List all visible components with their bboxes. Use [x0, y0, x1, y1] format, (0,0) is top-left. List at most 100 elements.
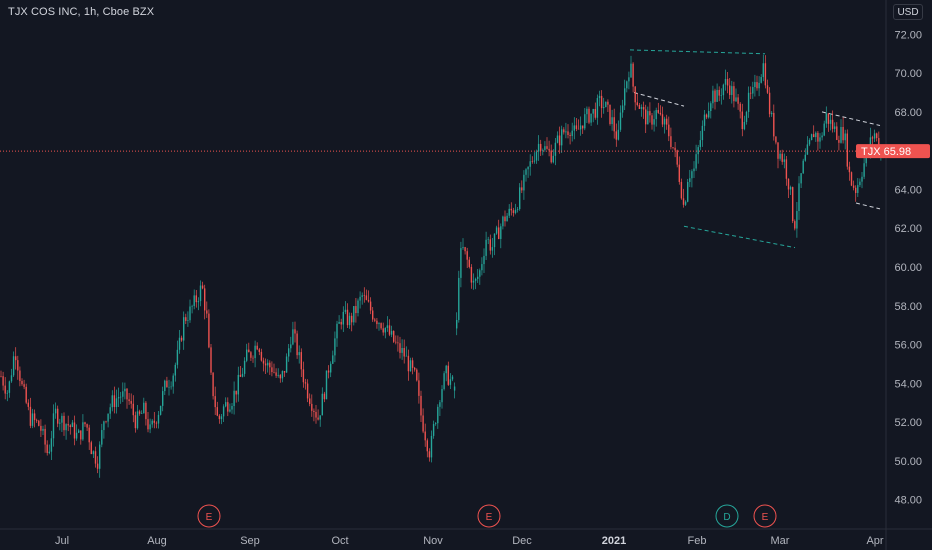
candle-body [225, 402, 227, 407]
candle-body [231, 405, 233, 410]
candle-body [659, 112, 662, 115]
candle-body [69, 425, 71, 427]
candles-layer[interactable] [0, 54, 884, 478]
candle-body [357, 300, 359, 314]
candle-body [726, 79, 729, 86]
candle-body [298, 352, 300, 356]
candle-body [281, 371, 284, 379]
candle-body [714, 90, 716, 102]
candle-body [533, 160, 536, 162]
price-axis[interactable]: 48.00 50.00 52.00 54.00 56.00 58.00 60.00 62.00… [894, 29, 922, 506]
candle-body [525, 169, 527, 175]
candle-body [57, 408, 59, 424]
candle-body [783, 159, 785, 162]
candle-body [708, 111, 710, 118]
candle-body [689, 178, 691, 182]
candle-body [792, 187, 794, 222]
candle-body [17, 360, 19, 371]
candle-body [374, 319, 376, 321]
candle-body [405, 355, 407, 357]
symbol-title[interactable]: TJX COS INC, 1h, Cboe BZX [8, 6, 155, 18]
candle-body [663, 118, 666, 125]
candle-body [6, 392, 8, 394]
candle-body [359, 296, 361, 301]
candle-body [254, 345, 256, 359]
candle-body [414, 367, 416, 370]
candle-body [384, 327, 386, 333]
candle-body [546, 146, 548, 149]
candle-body [75, 432, 78, 439]
candle-body [705, 114, 708, 118]
candle-body [848, 166, 851, 173]
candle-body [409, 360, 412, 372]
candle-body [311, 403, 313, 411]
candle-body [128, 399, 130, 402]
candle-body [117, 397, 120, 399]
candle-body [252, 357, 254, 359]
candle-body [86, 424, 88, 428]
trendline[interactable] [821, 111, 881, 126]
time-tick-label: Oct [331, 535, 348, 547]
candle-body [810, 134, 813, 141]
candle-body [605, 101, 607, 108]
candle-body [483, 255, 485, 265]
candle-body [155, 422, 158, 424]
trendlines-layer[interactable] [629, 49, 881, 249]
time-tick-label: Apr [866, 535, 883, 547]
candle-body [731, 86, 733, 95]
event-marker-e[interactable] [197, 504, 221, 528]
candle-body [271, 367, 273, 373]
candle-body [674, 147, 676, 151]
candle-body [348, 315, 351, 326]
trendline[interactable] [683, 225, 796, 249]
last-price-label-bg [856, 144, 930, 159]
candle-body [330, 363, 332, 373]
candle-body [216, 407, 218, 416]
candle-body [527, 166, 529, 170]
candle-body [739, 103, 741, 112]
candle-body [540, 143, 542, 151]
candle-body [802, 160, 804, 174]
price-tick-label: 48.00 [894, 495, 922, 507]
candle-body [741, 111, 743, 130]
candle-body [210, 347, 212, 373]
candle-body [109, 407, 111, 414]
event-marker-e[interactable] [477, 504, 501, 528]
trendline[interactable] [629, 49, 766, 55]
event-marker-d[interactable] [715, 504, 739, 528]
event-marker-e[interactable] [753, 504, 777, 528]
candle-body [170, 386, 172, 388]
candle-body [577, 128, 580, 130]
candle-body [838, 139, 840, 143]
candle-body [775, 136, 777, 143]
candle-body [235, 390, 237, 395]
candle-body [340, 321, 342, 325]
candle-body [227, 402, 229, 412]
candle-body [468, 259, 470, 267]
time-axis[interactable]: Jul Aug Sep Oct Nov Dec 2021 Feb Mar Apr [55, 535, 884, 547]
candle-body [443, 373, 445, 390]
trendline[interactable] [633, 92, 685, 107]
candle-body [21, 380, 23, 385]
candle-body [162, 391, 164, 406]
candle-body [470, 266, 473, 283]
candle-body [197, 301, 200, 303]
candle-body [670, 136, 672, 148]
candle-body [657, 109, 659, 113]
candle-body [464, 247, 466, 252]
candle-body [567, 131, 569, 136]
candle-body [750, 92, 752, 94]
candle-body [260, 351, 263, 361]
candle-body [10, 375, 13, 382]
candle-body [292, 329, 294, 345]
candle-body [88, 427, 90, 443]
candle-body [479, 270, 481, 277]
candle-body [768, 92, 771, 115]
candle-body [827, 113, 830, 124]
currency-button[interactable]: USD [893, 4, 923, 20]
candle-body [269, 362, 271, 368]
candle-body [185, 317, 187, 321]
candle-body [653, 119, 655, 125]
